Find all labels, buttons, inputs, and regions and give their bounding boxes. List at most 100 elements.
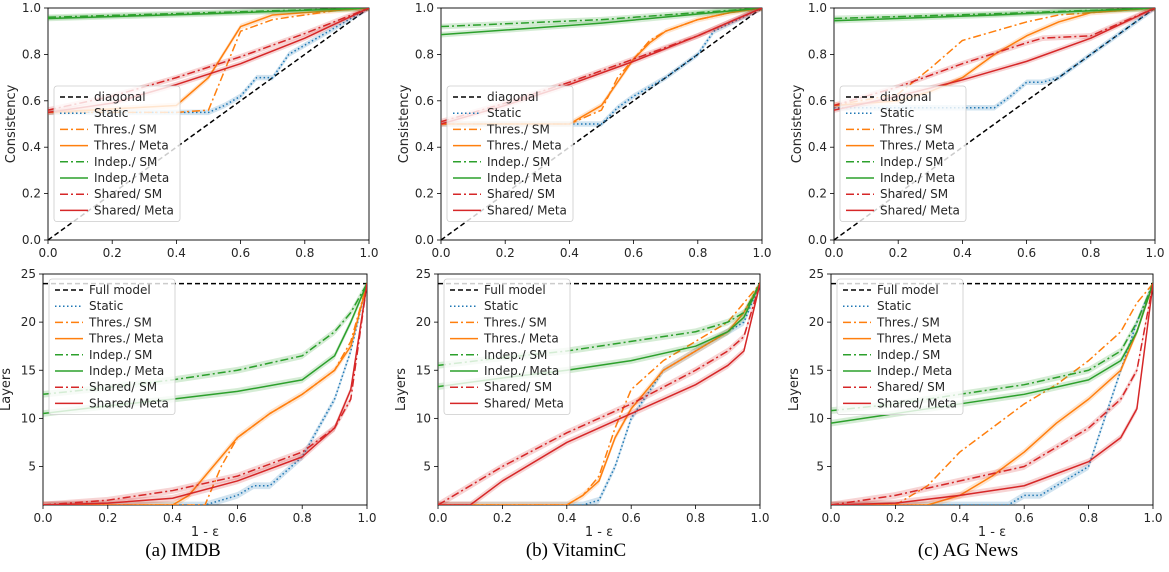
y-tick-label: 25 — [416, 267, 431, 281]
series-line-static — [48, 8, 369, 114]
legend-label-shared-sm: Shared/ SM — [880, 187, 948, 201]
legend-label-shared-meta: Shared/ Meta — [94, 203, 174, 217]
legend-label-indep-meta: Indep./ Meta — [89, 364, 164, 378]
legend-box — [836, 278, 964, 416]
band-shared-sm — [834, 8, 1155, 109]
y-tick-label: 0.0 — [415, 233, 434, 247]
y-tick-label: 0.8 — [808, 47, 827, 61]
y-tick-label: 15 — [21, 363, 36, 377]
legend-label-static: Static — [877, 299, 911, 313]
x-tick-label: 0.6 — [624, 246, 643, 260]
x-tick-label: 0.6 — [228, 511, 247, 525]
y-axis-label: Consistency — [4, 84, 19, 163]
y-tick-label: 0.2 — [415, 187, 434, 201]
x-tick-label: 0.8 — [1079, 511, 1098, 525]
x-tick-label: 0.2 — [889, 246, 908, 260]
x-tick-label: 0.2 — [493, 511, 512, 525]
legend: Full model Static Thres./ SM Thres./ Meta In… — [48, 278, 176, 416]
legend-label-shared-sm: Shared/ SM — [877, 380, 945, 394]
legend-label-diagonal: diagonal — [487, 90, 539, 104]
legend: diagonal Static Thres./ SM Thres./ Meta Inde… — [446, 85, 574, 223]
panel-vitaminc-layers: 0.0 0.2 0.4 0.6 0.8 1.0 5 10 15 20 25 Layers 1 - ε Fu… — [394, 267, 770, 540]
x-tick-label: 0.6 — [1015, 511, 1034, 525]
legend-label-thres-sm: Thres./ SM — [876, 315, 940, 329]
y-tick-label: 1.0 — [22, 1, 41, 15]
legend-box — [446, 85, 574, 223]
y-tick-label: 0.4 — [415, 140, 434, 154]
series-line-shared-sm — [438, 283, 760, 505]
caption-vitaminc: (b) VitaminC — [526, 540, 626, 561]
y-tick-label: 5 — [816, 460, 824, 474]
y-tick-label: 20 — [416, 315, 431, 329]
legend-label-indep-sm: Indep./ SM — [484, 348, 547, 362]
x-axis-label: 1 - ε — [585, 525, 613, 540]
y-tick-label: 1.0 — [415, 1, 434, 15]
legend-label-indep-sm: Indep./ SM — [89, 348, 152, 362]
y-tick-label: 20 — [21, 315, 36, 329]
y-axis-label: Layers — [0, 368, 14, 411]
legend-label-thres-sm: Thres./ SM — [93, 122, 157, 136]
series-line-thres-meta — [441, 8, 762, 125]
series-line-thres-sm — [831, 283, 1153, 505]
legend-label-shared-sm: Shared/ SM — [89, 380, 157, 394]
legend-label-indep-meta: Indep./ Meta — [484, 364, 559, 378]
legend-box — [53, 85, 181, 223]
panel-ag-news-layers: 0.0 0.2 0.4 0.6 0.8 1.0 5 10 15 20 25 Layers 1 - ε Fu… — [787, 267, 1163, 540]
caption-imdb: (a) IMDB — [145, 540, 220, 561]
series-line-static — [831, 283, 1153, 505]
band-thres-meta — [441, 8, 762, 127]
y-tick-label: 25 — [809, 267, 824, 281]
x-tick-label: 0.8 — [686, 511, 705, 525]
x-tick-label: 0.0 — [821, 511, 840, 525]
legend-label-indep-meta: Indep./ Meta — [880, 171, 955, 185]
series-group — [831, 280, 1153, 505]
series-line-static — [43, 283, 367, 505]
legend-label-thres-meta: Thres./ Meta — [88, 332, 164, 346]
panel-imdb-layers: 0.0 0.2 0.4 0.6 0.8 1.0 5 10 15 20 25 Layers 1 - ε Fu… — [0, 267, 377, 540]
legend-label-shared-meta: Shared/ Meta — [484, 396, 564, 410]
legend-label-shared-meta: Shared/ Meta — [877, 396, 957, 410]
legend-label-full-model: Full model — [877, 283, 939, 297]
x-tick-label: 0.6 — [622, 511, 641, 525]
legend-label-indep-sm: Indep./ SM — [880, 155, 943, 169]
legend-label-thres-sm: Thres./ SM — [486, 122, 550, 136]
panel-ag-news-consistency: 0.0 0.2 0.4 0.6 0.8 1.0 0.0 0.2 0.4 0.6 0.8 1.0 Cons… — [790, 1, 1165, 260]
band-shared-sm — [438, 280, 760, 505]
legend-label-indep-meta: Indep./ Meta — [487, 171, 562, 185]
series-line-thres-sm — [441, 8, 762, 125]
legend: Full model Static Thres./ SM Thres./ Meta In… — [836, 278, 964, 416]
legend-label-shared-sm: Shared/ SM — [487, 187, 555, 201]
y-tick-label: 1.0 — [808, 1, 827, 15]
legend-label-shared-meta: Shared/ Meta — [89, 396, 169, 410]
y-tick-label: 10 — [21, 411, 36, 425]
legend: Full model Static Thres./ SM Thres./ Meta In… — [443, 278, 571, 416]
legend-label-shared-meta: Shared/ Meta — [880, 203, 960, 217]
legend-label-full-model: Full model — [484, 283, 546, 297]
x-tick-label: 1.0 — [1143, 511, 1162, 525]
x-tick-label: 0.2 — [103, 246, 122, 260]
legend: diagonal Static Thres./ SM Thres./ Meta Inde… — [53, 85, 181, 223]
x-tick-label: 0.8 — [1081, 246, 1100, 260]
x-tick-label: 1.0 — [357, 511, 376, 525]
y-tick-label: 0.8 — [415, 47, 434, 61]
legend-label-shared-sm: Shared/ SM — [484, 380, 552, 394]
y-tick-label: 0.2 — [808, 187, 827, 201]
legend-label-thres-sm: Thres./ SM — [879, 122, 943, 136]
y-axis-label: Consistency — [790, 84, 805, 163]
legend-label-thres-sm: Thres./ SM — [88, 315, 152, 329]
legend-label-shared-sm: Shared/ SM — [94, 187, 162, 201]
legend-label-indep-sm: Indep./ SM — [94, 155, 157, 169]
y-tick-label: 10 — [416, 411, 431, 425]
y-tick-label: 0.6 — [808, 94, 827, 108]
y-tick-label: 0.4 — [808, 140, 827, 154]
band-indep-meta — [831, 280, 1153, 427]
series-line-thres-meta — [438, 283, 760, 505]
legend-label-thres-meta: Thres./ Meta — [876, 332, 952, 346]
band-indep-sm — [831, 280, 1153, 415]
legend-label-indep-meta: Indep./ Meta — [877, 364, 952, 378]
y-axis-label: Layers — [787, 368, 802, 411]
legend-box — [48, 278, 176, 416]
series-line-shared-meta — [831, 283, 1153, 505]
x-tick-label: 0.4 — [557, 511, 576, 525]
band-thres-meta — [43, 280, 367, 505]
